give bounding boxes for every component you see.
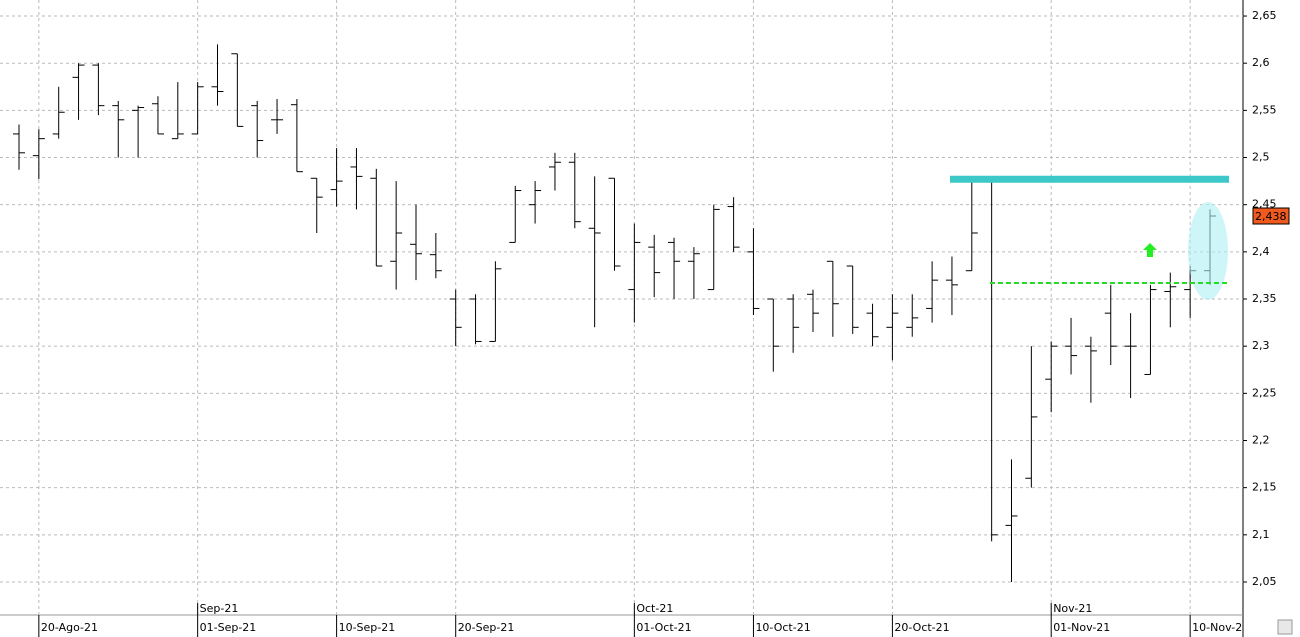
x-tick-label: 01-Sep-21 (200, 621, 257, 634)
last-price-label: 2,438 (1255, 210, 1287, 223)
up-arrow (1143, 243, 1157, 257)
y-tick-label: 2,15 (1252, 481, 1277, 494)
y-tick-label: 2,25 (1252, 386, 1277, 399)
last-price-box (1252, 207, 1290, 225)
y-tick-label: 2,65 (1252, 9, 1277, 22)
month-label: Nov-21 (1053, 602, 1092, 615)
y-tick-label: 2,1 (1252, 528, 1270, 541)
month-label: Oct-21 (636, 602, 673, 615)
x-tick-label: 10-Nov-2 (1192, 621, 1242, 634)
y-tick-label: 2,6 (1252, 56, 1270, 69)
month-label: Sep-21 (200, 602, 239, 615)
x-tick-label: 01-Nov-21 (1053, 621, 1110, 634)
x-tick-label: 01-Oct-21 (636, 621, 691, 634)
x-tick-label: 10-Sep-21 (339, 621, 396, 634)
y-tick-label: 2,05 (1252, 575, 1277, 588)
highlight-ellipse (1188, 202, 1228, 300)
y-tick-label: 2,2 (1252, 433, 1270, 446)
y-tick-label: 2,5 (1252, 151, 1270, 164)
x-tick-label: 20-Sep-21 (458, 621, 515, 634)
x-tick-label: 20-Ago-21 (41, 621, 98, 634)
corner-icon[interactable] (1277, 619, 1293, 635)
y-tick-label: 2,55 (1252, 103, 1277, 116)
y-tick-label: 2,45 (1252, 198, 1277, 211)
x-tick-label: 20-Oct-21 (894, 621, 949, 634)
y-tick-label: 2,35 (1252, 292, 1277, 305)
y-tick-label: 2,4 (1252, 245, 1270, 258)
y-tick-label: 2,3 (1252, 339, 1270, 352)
x-tick-label: 10-Oct-21 (755, 621, 810, 634)
